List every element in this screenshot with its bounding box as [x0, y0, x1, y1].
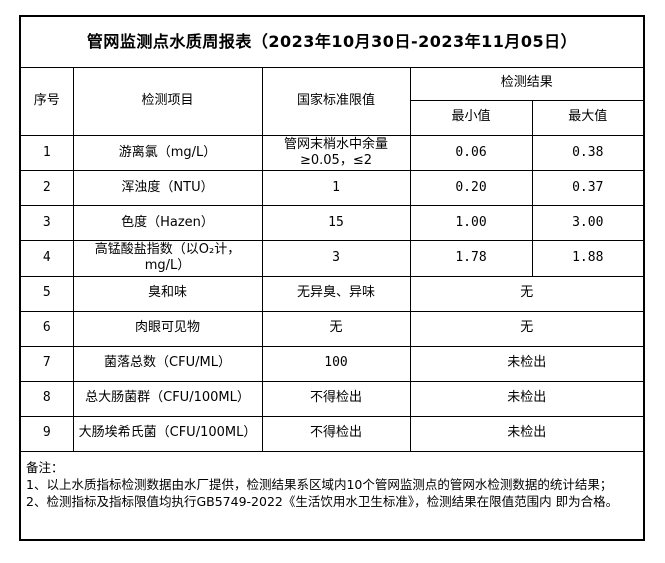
- cell-standard: 管网末梢水中余量≥0.05，≤2: [261, 134, 411, 171]
- cell-min: 0.20: [409, 170, 533, 206]
- cell-standard: 1: [261, 170, 411, 206]
- header-row-sub: 最小值 最大值: [20, 99, 645, 136]
- cell-index: 7: [19, 345, 74, 382]
- col-header-result-group: 检测结果: [409, 66, 645, 101]
- cell-item: 游离氯（mg/L）: [72, 134, 263, 171]
- cell-min: 1.78: [409, 240, 533, 277]
- cell-index: 9: [19, 415, 74, 452]
- cell-index: 1: [19, 134, 74, 171]
- cell-standard: 无异臭、异味: [261, 275, 411, 312]
- notes-label: 备注：: [26, 459, 64, 475]
- cell-item: 总大肠菌群（CFU/100ML）: [72, 380, 263, 417]
- cell-index: 3: [19, 205, 74, 241]
- table-row: 8 总大肠菌群（CFU/100ML） 不得检出 未检出: [19, 380, 645, 417]
- notes-row: 备注： 1、以上水质指标检测数据由水厂提供，检测结果系区域内10个管网监测点的管…: [19, 450, 645, 541]
- cell-item: 肉眼可见物: [72, 310, 263, 347]
- water-quality-report: 管网监测点水质周报表（2023年10月30日-2023年11月05日） 序号 检…: [19, 15, 646, 541]
- cell-result-merged: 无: [409, 275, 645, 312]
- cell-max: 0.37: [531, 170, 645, 206]
- table-row: 2 浑浊度（NTU） 1 0.20 0.37: [19, 170, 645, 206]
- cell-index: 5: [19, 275, 74, 312]
- col-header-standard: 国家标准限值: [261, 66, 411, 136]
- cell-item: 菌落总数（CFU/ML）: [72, 345, 263, 382]
- cell-index: 4: [19, 240, 74, 277]
- cell-max: 1.88: [531, 240, 645, 277]
- col-header-item: 检测项目: [72, 66, 263, 136]
- table-row: 6 肉眼可见物 无 无: [19, 310, 645, 347]
- report-table: 管网监测点水质周报表（2023年10月30日-2023年11月05日） 序号 检…: [19, 15, 646, 541]
- cell-index: 8: [19, 380, 74, 417]
- cell-item: 色度（Hazen）: [72, 205, 263, 241]
- cell-min: 0.06: [409, 134, 533, 171]
- notes-line-2: 2、检测指标及指标限值均执行GB5749-2022《生活饮用水卫生标准》，检测结…: [26, 493, 619, 509]
- table-row: 4 高锰酸盐指数（以O₂计，mg/L） 3 1.78 1.88: [19, 240, 645, 277]
- cell-max: 3.00: [531, 205, 645, 241]
- cell-result-merged: 未检出: [409, 380, 645, 417]
- cell-standard: 3: [261, 240, 411, 277]
- cell-standard: 15: [261, 205, 411, 241]
- cell-result-merged: 无: [409, 310, 645, 347]
- cell-min: 1.00: [409, 205, 533, 241]
- table-row: 5 臭和味 无异臭、异味 无: [19, 275, 645, 312]
- title-row: 管网监测点水质周报表（2023年10月30日-2023年11月05日）: [19, 15, 645, 68]
- cell-standard: 无: [261, 310, 411, 347]
- col-header-index: 序号: [19, 66, 74, 136]
- notes-cell: 备注： 1、以上水质指标检测数据由水厂提供，检测结果系区域内10个管网监测点的管…: [19, 450, 645, 541]
- table-row: 1 游离氯（mg/L） 管网末梢水中余量≥0.05，≤2 0.06 0.38: [19, 134, 645, 171]
- cell-index: 6: [19, 310, 74, 347]
- table-row: 7 菌落总数（CFU/ML） 100 未检出: [19, 345, 645, 382]
- cell-item: 臭和味: [72, 275, 263, 312]
- cell-result-merged: 未检出: [409, 345, 645, 382]
- col-header-max: 最大值: [531, 99, 645, 136]
- report-title: 管网监测点水质周报表（2023年10月30日-2023年11月05日）: [19, 15, 645, 68]
- cell-result-merged: 未检出: [409, 415, 645, 452]
- cell-standard: 不得检出: [261, 415, 411, 452]
- table-row: 3 色度（Hazen） 15 1.00 3.00: [19, 205, 645, 241]
- cell-standard: 不得检出: [261, 380, 411, 417]
- cell-max: 0.38: [531, 134, 645, 171]
- table-row: 9 大肠埃希氏菌（CFU/100ML） 不得检出 未检出: [19, 415, 645, 452]
- col-header-min: 最小值: [409, 99, 533, 136]
- cell-item: 高锰酸盐指数（以O₂计，mg/L）: [72, 240, 263, 277]
- cell-standard: 100: [261, 345, 411, 382]
- cell-item: 浑浊度（NTU）: [72, 170, 263, 206]
- notes-line-1: 1、以上水质指标检测数据由水厂提供，检测结果系区域内10个管网监测点的管网水检测…: [26, 476, 613, 492]
- cell-index: 2: [19, 170, 74, 206]
- cell-item: 大肠埃希氏菌（CFU/100ML）: [72, 415, 263, 452]
- header-row-top: 序号 检测项目 国家标准限值 检测结果: [19, 66, 645, 136]
